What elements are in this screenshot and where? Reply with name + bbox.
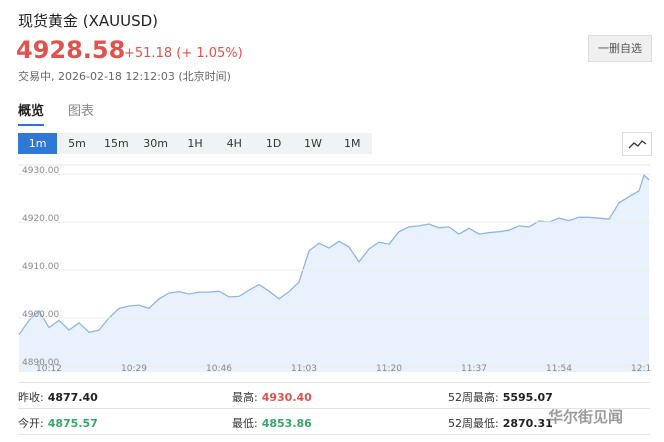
y-tick-label: 4930.00 (22, 166, 59, 176)
x-tick-label: 11:20 (376, 364, 402, 374)
change: +51.18 (+ 1.05%) (124, 46, 243, 61)
icon (628, 140, 647, 149)
x-tick-label: 11:54 (546, 364, 572, 374)
area (19, 175, 649, 372)
interval-button[interactable]: 1H (187, 137, 203, 150)
interval-button[interactable]: 1D (265, 137, 282, 150)
interval-button[interactable]: 4H (226, 137, 242, 150)
x-tick-label: 10:12 (36, 364, 62, 374)
x-tick-label: 11:03 (291, 364, 317, 374)
status: 交易中, 2026-02-18 12:12:03 (北京时间) (18, 70, 231, 83)
chart-style-button[interactable] (622, 132, 652, 156)
y-tick-label: 4890.00 (22, 358, 59, 368)
tab[interactable]: 图表 (68, 104, 95, 119)
stat: 今开: 4875.57 (18, 417, 98, 430)
title: 现货黄金 (XAUUSD) (18, 12, 159, 30)
chart: 4890.00 4900.00 4910.00 4920.00 4930.00 10:12… (18, 164, 650, 374)
y-tick-label: 4910.00 (22, 262, 59, 272)
interval-button[interactable]: 15m (103, 137, 129, 150)
stat: 52周最高: 5595.07 (448, 391, 553, 404)
remove-watchlist-button[interactable]: 一删自选 (588, 35, 652, 62)
x-tick-label: 10:29 (121, 364, 147, 374)
interval-button[interactable]: 5m (68, 137, 86, 150)
line (18, 173, 650, 336)
interval-button[interactable]: 30m (143, 137, 168, 150)
interval-button[interactable]: 1W (304, 137, 322, 150)
stat: 昨收: 4877.40 (18, 391, 98, 404)
y-tick-label: 4920.00 (22, 214, 59, 224)
tab[interactable]: 概览 (18, 100, 45, 126)
x-tick-label: 11:37 (461, 364, 487, 374)
price: 4928.58 (16, 36, 126, 64)
interval-bar: 1m 5m 15m 30m 1H 4H 1D 1W 1M (18, 133, 372, 154)
divider (18, 434, 650, 435)
x-tick-label: 12:11 (631, 364, 650, 374)
stat: 最高: 4930.40 (232, 391, 312, 404)
watermark: 华尔街见闻 (548, 408, 624, 426)
interval-button[interactable]: 1m (18, 133, 58, 154)
stat: 最低: 4853.86 (232, 417, 312, 430)
y-tick-label: 4900.00 (22, 310, 59, 320)
divider (18, 408, 650, 409)
stat: 52周最低: 2870.31 (448, 417, 553, 430)
divider (18, 382, 650, 383)
x-tick-label: 10:46 (206, 364, 232, 374)
interval-button[interactable]: 1M (344, 137, 361, 150)
